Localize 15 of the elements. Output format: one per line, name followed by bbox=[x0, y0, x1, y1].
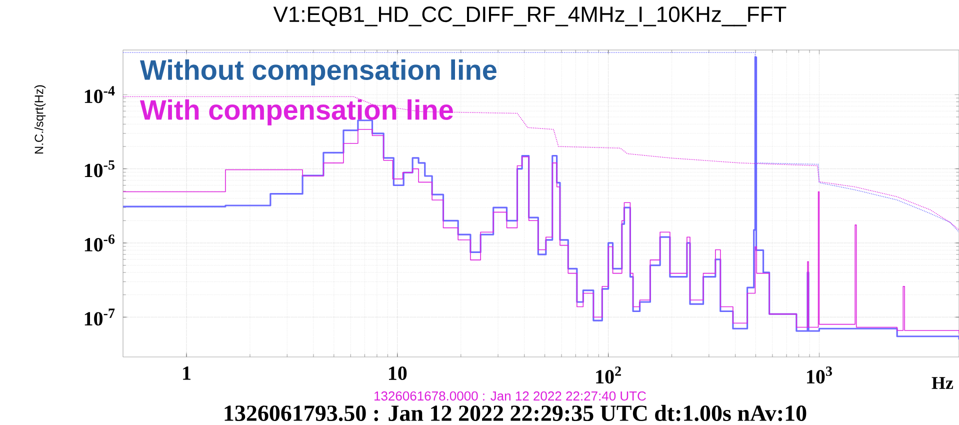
x-tick-label: 1 bbox=[183, 366, 190, 380]
x-tick-label: 10 bbox=[389, 366, 407, 380]
y-tick-label: 10$^{-4}$ bbox=[84, 86, 115, 104]
y-tick-label: 10$^{-6}$ bbox=[84, 234, 115, 252]
x-tick-label: 10$^{3}$ bbox=[807, 366, 832, 384]
series-label: With compensation line bbox=[140, 99, 453, 126]
x-tick-label: 10$^{2}$ bbox=[596, 366, 621, 384]
text: 1326061793.50 : Jan 12 2022 22:29:35 UTC dt:1.00s nAv:10 bbox=[224, 404, 806, 422]
text: 1326061678.0000 : Jan 12 2022 22:27:40 UTC bbox=[374, 391, 646, 401]
y-axis-title: N.C./sqrt(Hz) bbox=[34, 85, 46, 154]
x-axis-title: Hz bbox=[932, 377, 954, 389]
text: Without compensation line bbox=[140, 59, 496, 86]
y-tick-label: 10$^{-7}$ bbox=[84, 308, 115, 326]
chart-title: V1:EQB1_HD_CC_DIFF_RF_4MHz_I_10KHz__FFT bbox=[273, 6, 786, 26]
y-tick-label: 10$^{-5}$ bbox=[84, 160, 114, 178]
